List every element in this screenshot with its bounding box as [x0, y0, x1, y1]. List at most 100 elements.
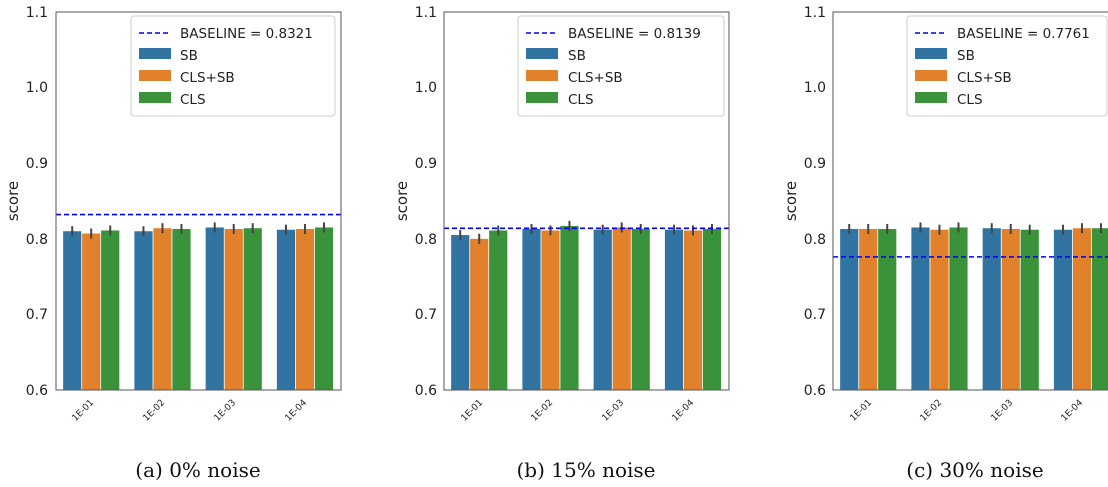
- caption-a: (a) 0% noise: [135, 458, 261, 482]
- bar-cls: [489, 230, 508, 390]
- legend-sb-label: SB: [568, 48, 586, 64]
- y-tick-label: 1.1: [26, 5, 48, 21]
- bar-cls-sb: [541, 230, 560, 390]
- legend-cls-label: CLS: [568, 92, 594, 108]
- y-tick-label: 0.8: [26, 232, 48, 248]
- y-tick-label: 1.1: [415, 5, 437, 21]
- x-tick-label: 1E-01: [460, 398, 486, 424]
- y-tick-label: 0.6: [804, 383, 826, 399]
- legend: BASELINE = 0.8139 SB CLS+SB CLS: [517, 15, 725, 117]
- x-tick-label: 1E-04: [1060, 398, 1086, 424]
- plot-frame: [443, 11, 730, 391]
- chart-panel-c: score 0.6 0.7 0.8 0.9 1.0 1.1 1E-01 1E-0…: [782, 5, 1108, 424]
- x-tick-label: 1E-01: [71, 398, 97, 424]
- x-tick-label: 1E-02: [919, 398, 945, 424]
- legend-sb-swatch: [139, 48, 171, 59]
- bar-sb: [63, 231, 82, 390]
- x-tick-label: 1E-02: [530, 398, 556, 424]
- chart-panel-a: score 0.6 0.7 0.8 0.9 1.0 1.1 1E-01 1E-0…: [4, 5, 342, 424]
- bar-cls-sb: [1001, 228, 1020, 390]
- x-tick-label: 1E-01: [849, 398, 875, 424]
- bar-sb: [451, 235, 470, 390]
- x-tick-label: 1E-03: [990, 398, 1016, 424]
- y-axis-label: score: [782, 181, 800, 221]
- bar-cls-sb: [224, 228, 243, 390]
- y-tick-label: 0.7: [804, 307, 826, 323]
- bar-cls-sb: [859, 228, 878, 390]
- bar-cls: [560, 225, 579, 390]
- chart-panel-b: score 0.6 0.7 0.8 0.9 1.0 1.1 1E-01 1E-0…: [393, 5, 730, 424]
- bar-cls-sb: [470, 238, 489, 390]
- bar-sb: [1053, 229, 1073, 390]
- legend-baseline-label: BASELINE = 0.8321: [180, 26, 313, 42]
- legend-cls-sb-swatch: [139, 70, 171, 81]
- y-tick-labels: 0.6 0.7 0.8 0.9 1.0 1.1: [415, 5, 437, 399]
- legend-cls-sb-swatch: [526, 70, 558, 81]
- x-tick-label: 1E-03: [601, 398, 627, 424]
- bar-cls-sb: [82, 233, 101, 390]
- y-tick-label: 0.6: [415, 383, 437, 399]
- bar-sb: [593, 229, 612, 390]
- legend: BASELINE = 0.7761 SB CLS+SB CLS: [906, 15, 1108, 117]
- plot-frame: [832, 11, 1108, 391]
- legend-cls-swatch: [915, 92, 947, 103]
- bar-cls-sb: [1072, 228, 1092, 390]
- bar-cls: [702, 228, 722, 390]
- legend-baseline-label: BASELINE = 0.8139: [568, 26, 701, 42]
- y-tick-label: 0.6: [26, 383, 48, 399]
- bar-cls: [314, 227, 334, 390]
- bar-cls: [878, 228, 897, 390]
- plot-frame: [55, 11, 342, 391]
- y-tick-labels: 0.6 0.7 0.8 0.9 1.0 1.1: [804, 5, 826, 399]
- bar-sb: [840, 228, 859, 390]
- y-tick-label: 0.8: [804, 232, 826, 248]
- legend-sb-swatch: [915, 48, 947, 59]
- legend-frame: [517, 15, 725, 117]
- x-tick-labels: 1E-01 1E-02 1E-03 1E-04: [71, 398, 310, 424]
- bar-sb: [664, 229, 684, 390]
- legend-cls-swatch: [526, 92, 558, 103]
- bar-cls-sb: [683, 230, 703, 390]
- y-axis-label: score: [393, 181, 411, 221]
- x-tick-labels: 1E-01 1E-02 1E-03 1E-04: [849, 398, 1086, 424]
- x-tick-label: 1E-02: [142, 398, 168, 424]
- bar-sb: [522, 228, 541, 390]
- bar-cls: [243, 228, 262, 390]
- bar-cls: [1020, 229, 1039, 390]
- legend: BASELINE = 0.8321 SB CLS+SB CLS: [130, 15, 336, 117]
- y-tick-label: 1.0: [415, 80, 437, 96]
- legend-sb-label: SB: [957, 48, 975, 64]
- bar-sb: [276, 229, 296, 390]
- y-tick-label: 0.9: [415, 156, 437, 172]
- bar-sb: [134, 231, 153, 390]
- y-tick-label: 0.7: [26, 307, 48, 323]
- legend-sb-label: SB: [180, 48, 198, 64]
- legend-cls-swatch: [139, 92, 171, 103]
- y-tick-label: 1.0: [804, 80, 826, 96]
- bar-sb: [911, 227, 930, 390]
- legend-cls-sb-label: CLS+SB: [568, 70, 623, 86]
- x-tick-label: 1E-03: [213, 398, 239, 424]
- legend-frame: [906, 15, 1108, 117]
- bar-cls: [172, 228, 191, 390]
- y-tick-labels: 0.6 0.7 0.8 0.9 1.0 1.1: [26, 5, 48, 399]
- bar-cls-sb: [153, 228, 172, 390]
- x-tick-label: 1E-04: [671, 398, 697, 424]
- y-tick-label: 0.9: [804, 156, 826, 172]
- legend-cls-label: CLS: [180, 92, 206, 108]
- x-tick-labels: 1E-01 1E-02 1E-03 1E-04: [460, 398, 697, 424]
- legend-cls-sb-label: CLS+SB: [180, 70, 235, 86]
- y-tick-label: 0.7: [415, 307, 437, 323]
- bar-sb: [982, 228, 1001, 390]
- legend-baseline-label: BASELINE = 0.7761: [957, 26, 1090, 42]
- legend-cls-sb-label: CLS+SB: [957, 70, 1012, 86]
- bar-cls-sb: [612, 227, 631, 390]
- caption-c: (c) 30% noise: [906, 458, 1044, 482]
- legend-cls-label: CLS: [957, 92, 983, 108]
- bar-cls: [101, 230, 120, 390]
- y-tick-label: 0.9: [26, 156, 48, 172]
- bar-cls: [949, 227, 968, 390]
- legend-sb-swatch: [526, 48, 558, 59]
- caption-b: (b) 15% noise: [516, 458, 656, 482]
- y-tick-label: 1.0: [26, 80, 48, 96]
